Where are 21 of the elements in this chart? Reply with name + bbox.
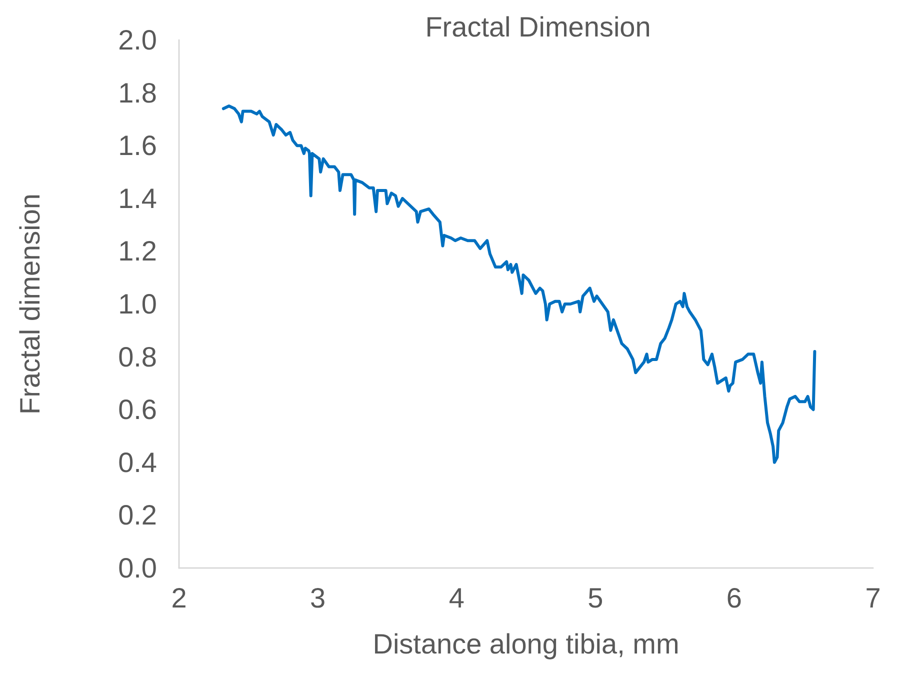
y-tick-label: 1.8 (118, 77, 157, 108)
x-tick-label: 3 (310, 582, 326, 614)
y-axis-title: Fractal dimension (14, 194, 46, 414)
x-tick-label: 5 (588, 582, 604, 614)
y-tick-label: 1.4 (118, 182, 157, 214)
chart-title: Fractal Dimension (425, 12, 651, 42)
y-tick-label: 0.4 (118, 446, 157, 478)
line-series (222, 104, 816, 464)
x-tick-label: 2 (171, 582, 187, 614)
x-tick-label: 7 (865, 582, 881, 614)
y-tick-label: 1.6 (118, 130, 157, 162)
y-tick-label: 2.0 (118, 24, 157, 56)
x-tick-label: 6 (726, 582, 742, 614)
y-tick-label: 1.0 (118, 288, 157, 320)
y-tick-label: 0.8 (118, 341, 157, 372)
y-tick-label: 1.2 (118, 236, 157, 267)
y-tick-label: 0.2 (118, 500, 157, 531)
x-axis-title: Distance along tibia, mm (372, 628, 680, 660)
y-tick-label: 0.0 (118, 552, 157, 584)
y-tick-label: 0.6 (118, 394, 157, 426)
x-tick-label: 4 (448, 582, 464, 614)
